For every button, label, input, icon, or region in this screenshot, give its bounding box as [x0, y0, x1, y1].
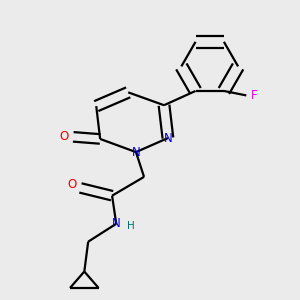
Text: N: N: [112, 217, 121, 230]
Text: F: F: [251, 89, 258, 102]
Text: H: H: [127, 221, 135, 231]
Text: N: N: [132, 146, 140, 159]
Text: O: O: [60, 130, 69, 143]
Text: O: O: [68, 178, 77, 191]
Text: N: N: [164, 132, 172, 145]
